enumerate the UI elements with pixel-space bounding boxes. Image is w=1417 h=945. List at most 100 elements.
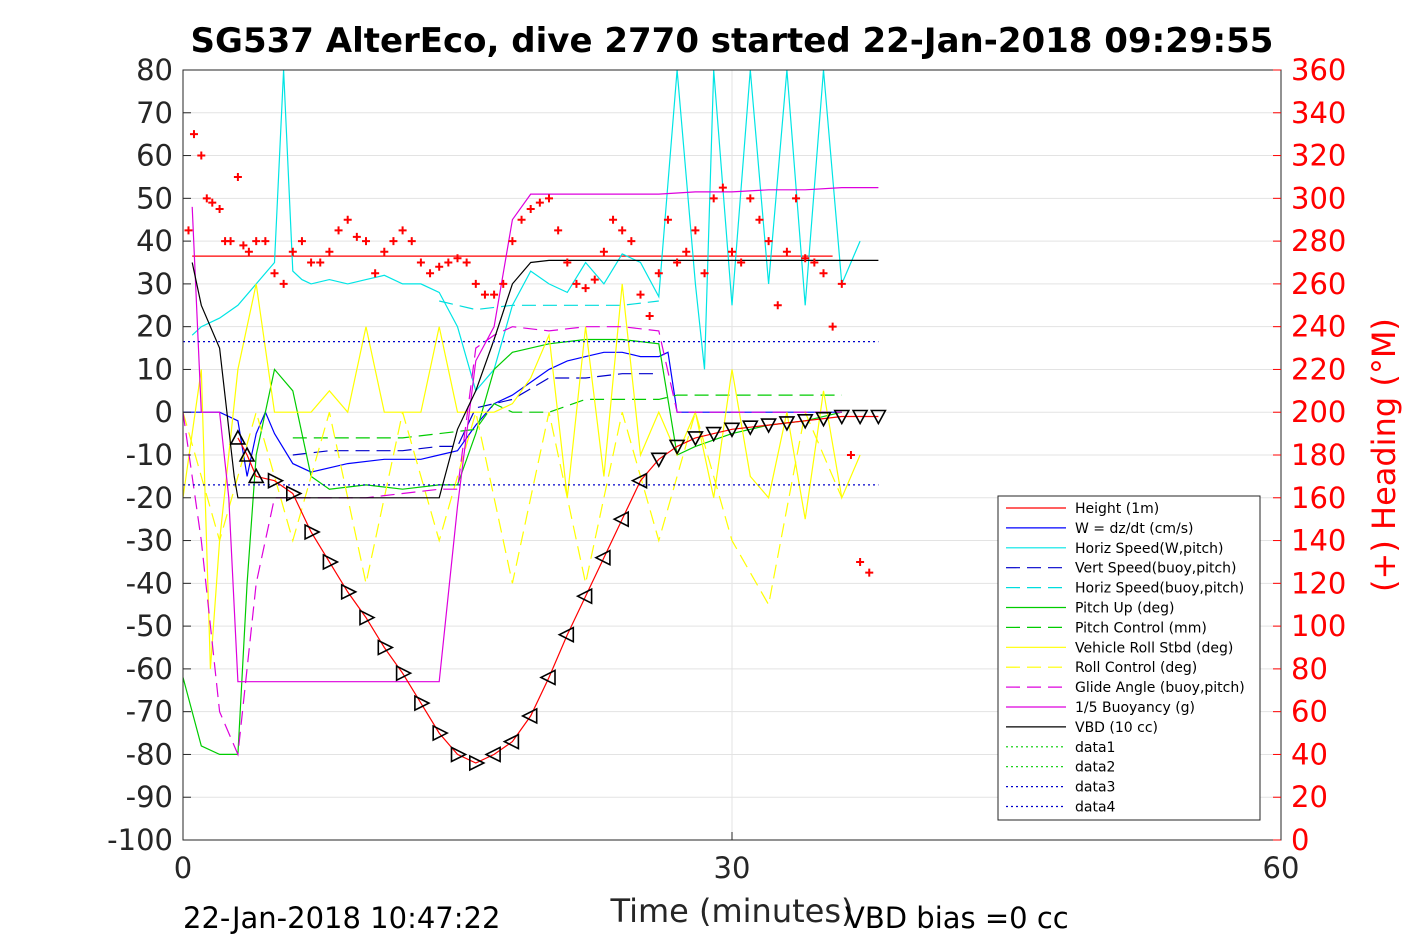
heading-point-35 bbox=[471, 279, 480, 288]
heading-point-69 bbox=[782, 247, 791, 256]
series-line-1 bbox=[183, 351, 842, 477]
depth-marker-16 bbox=[502, 733, 520, 750]
depth-marker-10 bbox=[395, 664, 413, 682]
depth-marker-23 bbox=[630, 472, 648, 489]
heading-point-15 bbox=[288, 247, 297, 256]
heading-point-52 bbox=[627, 237, 636, 246]
heading-point-72 bbox=[810, 258, 819, 267]
heading-point-2 bbox=[197, 151, 206, 160]
depth-profile bbox=[229, 409, 887, 772]
heading-point-75 bbox=[837, 279, 846, 288]
heading-point-34 bbox=[462, 258, 471, 267]
heading-point-55 bbox=[654, 269, 663, 278]
depth-marker-26 bbox=[687, 431, 704, 447]
y-left-tick-label-7: 10 bbox=[136, 352, 173, 386]
heading-point-18 bbox=[316, 258, 325, 267]
series-line-6 bbox=[292, 394, 842, 439]
y-right-tick-label-15: 60 bbox=[1291, 695, 1328, 729]
legend-label-8: Roll Control (deg) bbox=[1075, 660, 1197, 676]
heading-point-78 bbox=[865, 568, 874, 577]
heading-point-53 bbox=[636, 290, 645, 299]
heading-point-45 bbox=[563, 258, 572, 267]
depth-marker-18 bbox=[539, 669, 556, 686]
heading-point-0 bbox=[184, 226, 193, 235]
y-right-tick-label-9: 180 bbox=[1291, 438, 1346, 472]
y-left-tick-label-17: -90 bbox=[126, 780, 173, 814]
y-left-tick-label-6: 20 bbox=[136, 310, 173, 344]
heading-point-32 bbox=[444, 258, 453, 267]
heading-point-63 bbox=[728, 247, 736, 256]
y-left-tick-label-3: 50 bbox=[136, 181, 173, 215]
depth-marker-28 bbox=[723, 422, 741, 439]
heading-point-76 bbox=[846, 451, 855, 459]
y-right-tick-label-2: 320 bbox=[1291, 139, 1346, 173]
heading-point-47 bbox=[581, 284, 590, 293]
depth-marker-5 bbox=[304, 523, 321, 541]
depth-marker-6 bbox=[322, 553, 340, 571]
y-right-tick-label-16: 40 bbox=[1291, 737, 1328, 771]
depth-marker-12 bbox=[432, 724, 449, 742]
y-right-tick-label-0: 360 bbox=[1291, 53, 1346, 87]
y-right-tick-label-8: 200 bbox=[1291, 395, 1346, 429]
heading-point-66 bbox=[755, 215, 764, 224]
depth-marker-36 bbox=[870, 409, 887, 426]
heading-point-38 bbox=[499, 279, 508, 288]
depth-marker-22 bbox=[612, 510, 629, 528]
y-right-tick-label-14: 80 bbox=[1291, 652, 1328, 686]
depth-marker-0 bbox=[229, 429, 247, 445]
legend-label-12: data1 bbox=[1075, 740, 1115, 756]
heading-point-73 bbox=[819, 269, 828, 278]
footer-vbd-bias: VBD bias =0 cc bbox=[845, 901, 1069, 935]
heading-point-37 bbox=[490, 290, 499, 299]
series-line-7 bbox=[182, 283, 861, 669]
depth-marker-8 bbox=[359, 609, 376, 626]
legend-label-6: Pitch Control (mm) bbox=[1075, 620, 1207, 636]
depth-marker-29 bbox=[741, 420, 759, 436]
legend-label-4: Horiz Speed(buoy,pitch) bbox=[1075, 581, 1244, 597]
heading-point-58 bbox=[682, 247, 691, 256]
axes: 80706050403020100-10-20-30-40-50-60-70-8… bbox=[107, 53, 1346, 885]
depth-marker-19 bbox=[557, 626, 575, 643]
heading-point-7 bbox=[226, 237, 235, 246]
heading-point-64 bbox=[737, 258, 746, 267]
depth-marker-11 bbox=[414, 694, 431, 712]
legend-label-2: Horiz Speed(W,pitch) bbox=[1075, 541, 1223, 557]
legend-label-15: data4 bbox=[1075, 800, 1116, 816]
y-right-tick-label-6: 240 bbox=[1291, 310, 1346, 344]
series-line-4 bbox=[439, 300, 659, 311]
x-tick-label-1: 30 bbox=[714, 851, 751, 885]
depth-marker-27 bbox=[705, 426, 723, 443]
heading-point-19 bbox=[325, 247, 334, 256]
heading-point-57 bbox=[673, 258, 682, 267]
heading-point-8 bbox=[233, 172, 242, 181]
heading-point-23 bbox=[362, 237, 370, 246]
heading-point-4 bbox=[208, 198, 217, 207]
heading-point-21 bbox=[343, 215, 352, 224]
y-left-tick-label-13: -50 bbox=[126, 609, 173, 643]
heading-point-1 bbox=[189, 130, 198, 139]
y-left-tick-label-4: 40 bbox=[136, 224, 173, 258]
heading-point-60 bbox=[700, 269, 709, 278]
heading-point-65 bbox=[746, 194, 755, 203]
y-right-tick-label-5: 260 bbox=[1291, 267, 1346, 301]
series-line-3 bbox=[292, 373, 659, 456]
depth-marker-24 bbox=[650, 452, 668, 468]
heading-point-3 bbox=[202, 194, 211, 203]
heading-point-42 bbox=[535, 198, 544, 207]
heading-point-59 bbox=[691, 226, 700, 235]
heading-point-71 bbox=[801, 254, 810, 263]
y-left-tick-label-10: -20 bbox=[126, 481, 173, 515]
legend-label-3: Vert Speed(buoy,pitch) bbox=[1075, 561, 1237, 577]
y-right-tick-label-3: 300 bbox=[1291, 181, 1346, 215]
y-left-tick-label-11: -30 bbox=[126, 524, 173, 558]
legend-label-14: data3 bbox=[1075, 780, 1115, 796]
legend-label-9: Glide Angle (buoy,pitch) bbox=[1075, 680, 1245, 696]
footer-timestamp: 22-Jan-2018 10:47:22 bbox=[183, 901, 500, 935]
heading-point-24 bbox=[371, 269, 380, 278]
y-left-tick-label-9: -10 bbox=[126, 438, 173, 472]
depth-marker-14 bbox=[469, 754, 486, 772]
legend: Height (1m) W = dz/dt (cm/s) Horiz Speed(W… bbox=[997, 495, 1261, 821]
legend-label-0: Height (1m) bbox=[1075, 501, 1159, 517]
y-left-tick-label-8: 0 bbox=[155, 395, 173, 429]
